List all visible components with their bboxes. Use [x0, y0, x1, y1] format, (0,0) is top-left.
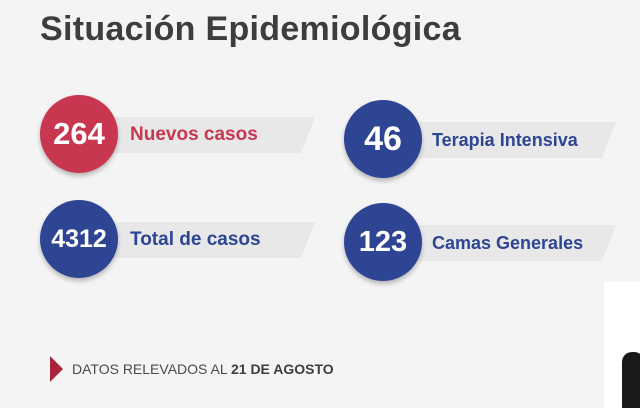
stat-terapia-intensiva: 46 Terapia Intensiva	[344, 100, 616, 178]
stat-label: Camas Generales	[432, 233, 584, 253]
page-title: Situación Epidemiológica	[40, 10, 461, 48]
stat-label: Total de casos	[130, 229, 261, 250]
stat-label: Terapia Intensiva	[432, 130, 578, 150]
stat-banner	[384, 225, 616, 261]
stat-banner	[80, 222, 315, 258]
stat-banner	[80, 117, 315, 153]
stat-camas-generales: 123 Camas Generales	[344, 203, 616, 281]
stat-nuevos-casos: 264 Nuevos casos	[40, 95, 315, 173]
stat-label: Nuevos casos	[130, 124, 258, 145]
stat-value-circle: 46	[344, 100, 422, 178]
stat-value-circle: 123	[344, 203, 422, 281]
stat-value-circle: 264	[40, 95, 118, 173]
footer-arrow-icon	[50, 356, 63, 382]
footer-note: DATOS RELEVADOS AL 21 DE AGOSTO	[72, 361, 334, 377]
footer-date: 21 DE AGOSTO	[230, 361, 334, 377]
stat-banner	[384, 122, 616, 158]
stat-total-de-casos: 4312 Total de casos	[40, 200, 315, 278]
footer-prefix: DATOS RELEVADOS AL	[72, 361, 228, 377]
interpreter-figure	[622, 352, 640, 408]
stat-value-circle: 4312	[40, 200, 118, 278]
